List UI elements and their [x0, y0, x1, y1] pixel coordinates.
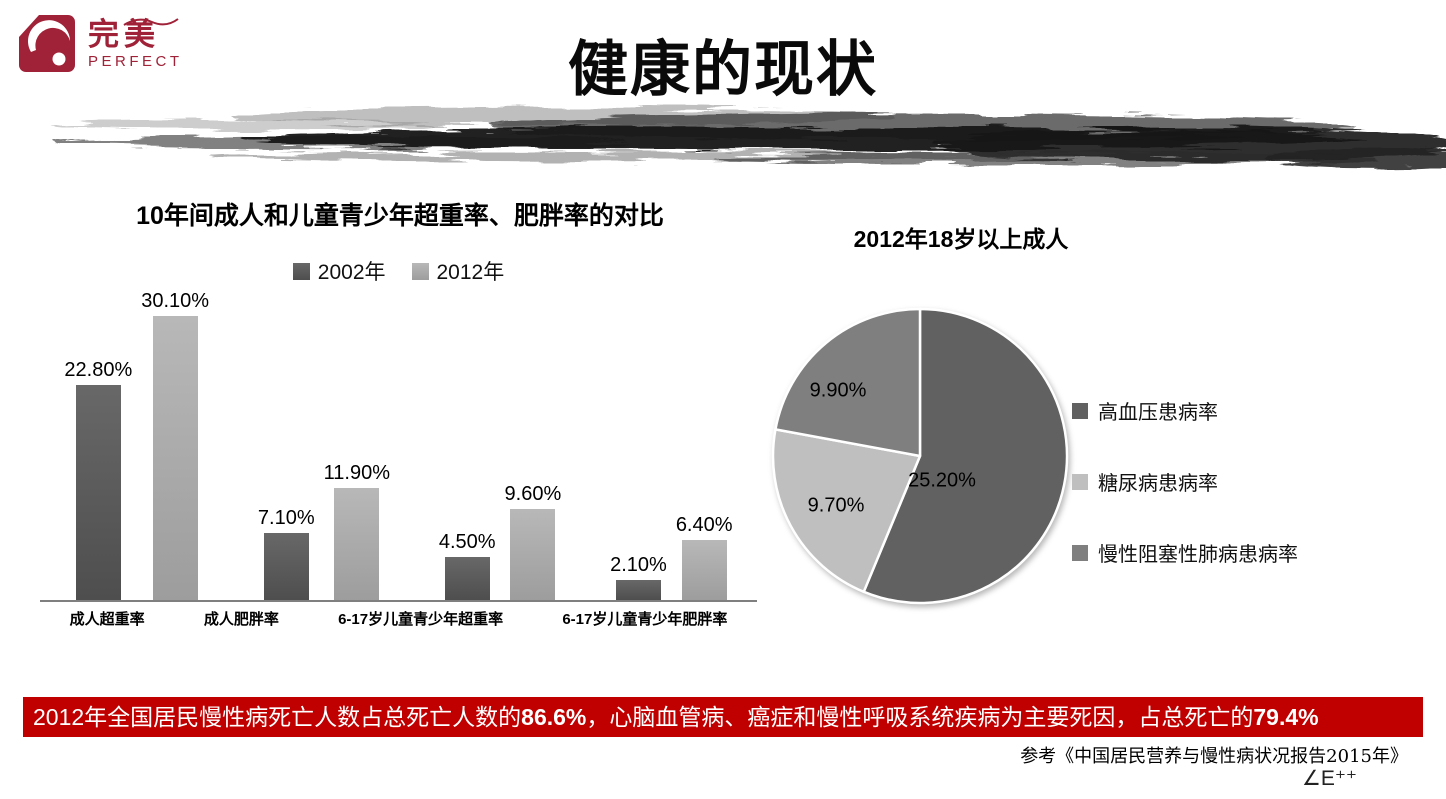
bar-category-label: 6-17岁儿童青少年肥胖率: [562, 611, 728, 628]
bar-rect: [510, 509, 556, 600]
pie-slice-1: [771, 428, 922, 594]
bar-value-label: 30.10%: [141, 290, 210, 312]
pie-legend-item-copd: 慢性阻塞性肺病患病率: [1072, 538, 1298, 567]
pie-legend-label-diabetes: 糖尿病患病率: [1098, 471, 1218, 495]
logo-brand-en: PERFECT: [88, 52, 183, 70]
pie-chart-title: 2012年18岁以上成人: [853, 226, 1069, 252]
bar-category-axis: 成人超重率 成人肥胖率 6-17岁儿童青少年超重率 6-17岁儿童青少年肥胖率: [40, 608, 757, 629]
banner-text-1: 2012年全国居民慢性病死亡人数占总死亡人数的: [33, 704, 522, 730]
bar-chart-legend: 2002年 2012年: [40, 256, 757, 286]
bar-rect: [615, 580, 661, 600]
bar-value-label: 2.10%: [610, 554, 667, 576]
pie-legend-swatch-diabetes: [1072, 473, 1088, 490]
pie-legend-label-copd: 慢性阻塞性肺病患病率: [1098, 542, 1298, 566]
legend-swatch-2012: [411, 262, 429, 280]
pie-slice-0: [862, 307, 1069, 605]
pie-slice-value-label: 9.70%: [807, 494, 865, 517]
statistics-banner: 2012年全国居民慢性病死亡人数占总死亡人数的86.6%，心脑血管病、癌症和慢性…: [23, 697, 1423, 737]
pie-legend-swatch-copd: [1072, 544, 1088, 561]
legend-swatch-2002: [292, 262, 310, 280]
bar-column: 7.10%: [258, 507, 315, 600]
perfect-logo-mark: [19, 15, 75, 72]
bar-value-label: 22.80%: [64, 359, 133, 381]
bar-value-label: 9.60%: [504, 483, 562, 505]
bottom-edge-cutoff-glyph: ∠E⁺⁺: [1302, 767, 1358, 785]
page-title: 健康的现状: [568, 36, 878, 103]
bar-column: 30.10%: [141, 290, 209, 600]
bar-plot-area: 22.80% 30.10% 7.10% 11.90% 4.50% 9.60% 2.10% 6.…: [40, 282, 757, 602]
bar-rect: [152, 316, 198, 600]
ink-brush-stroke: [50, 107, 1446, 169]
logo-swoosh-icon: [123, 18, 179, 26]
banner-number-2: 79.4%: [1253, 704, 1319, 730]
banner-text-2: ，心脑血管病、癌症和慢性呼吸系统疾病为主要死因，占总死亡的: [586, 704, 1254, 730]
pie-slice-value-label: 9.90%: [809, 379, 867, 402]
bar-column: 4.50%: [439, 531, 496, 600]
bar-rect: [681, 540, 727, 600]
bar-group: 2.10% 6.40%: [610, 514, 733, 600]
pie-legend-label-hypertension: 高血压患病率: [1098, 400, 1218, 424]
bar-group: 7.10% 11.90%: [258, 462, 390, 600]
pie-chart: [771, 307, 1069, 605]
bar-column: 6.40%: [676, 514, 733, 600]
bar-value-label: 4.50%: [438, 531, 496, 553]
pie-legend-swatch-hypertension: [1072, 402, 1088, 419]
bar-category-label: 成人肥胖率: [203, 611, 279, 628]
bar-column: 22.80%: [64, 359, 132, 600]
bar-rect: [334, 488, 380, 600]
pie-legend-item-diabetes: 糖尿病患病率: [1072, 467, 1298, 496]
bar-value-label: 6.40%: [675, 514, 733, 536]
pie-slice-2: [774, 307, 922, 458]
logo-brand-cn: 完美: [88, 17, 160, 52]
legend-item-2012: 2012年: [411, 256, 505, 286]
bar-category-label: 6-17岁儿童青少年超重率: [338, 611, 504, 628]
bar-chart-title: 10年间成人和儿童青少年超重率、肥胖率的对比: [136, 202, 664, 230]
bar-rect: [444, 557, 490, 600]
bar-rect: [263, 533, 309, 600]
bar-group: 22.80% 30.10%: [64, 290, 209, 600]
perfect-logo: 完美 PERFECT: [18, 8, 183, 74]
legend-label-2012: 2012年: [436, 261, 505, 284]
bar-group: 4.50% 9.60%: [439, 483, 561, 600]
bar-column: 9.60%: [504, 483, 562, 600]
bar-column: 11.90%: [324, 462, 390, 600]
pie-slice-value-label: 25.20%: [908, 469, 976, 492]
reference-citation: 参考《中国居民营养与慢性病状况报告2015年》: [1020, 746, 1408, 767]
bar-rect: [75, 385, 121, 600]
logo-text: 完美 PERFECT: [88, 16, 183, 70]
pie-chart-legend: 高血压患病率 糖尿病患病率 慢性阻塞性肺病患病率: [1072, 396, 1298, 609]
legend-label-2002: 2002年: [317, 261, 386, 284]
banner-number-1: 86.6%: [521, 704, 587, 730]
bar-column: 2.10%: [610, 554, 667, 600]
bar-value-label: 11.90%: [323, 462, 390, 484]
legend-item-2002: 2002年: [292, 256, 386, 286]
pie-legend-item-hypertension: 高血压患病率: [1072, 396, 1298, 425]
bar-category-label: 成人超重率: [69, 611, 145, 628]
bar-value-label: 7.10%: [257, 507, 315, 529]
